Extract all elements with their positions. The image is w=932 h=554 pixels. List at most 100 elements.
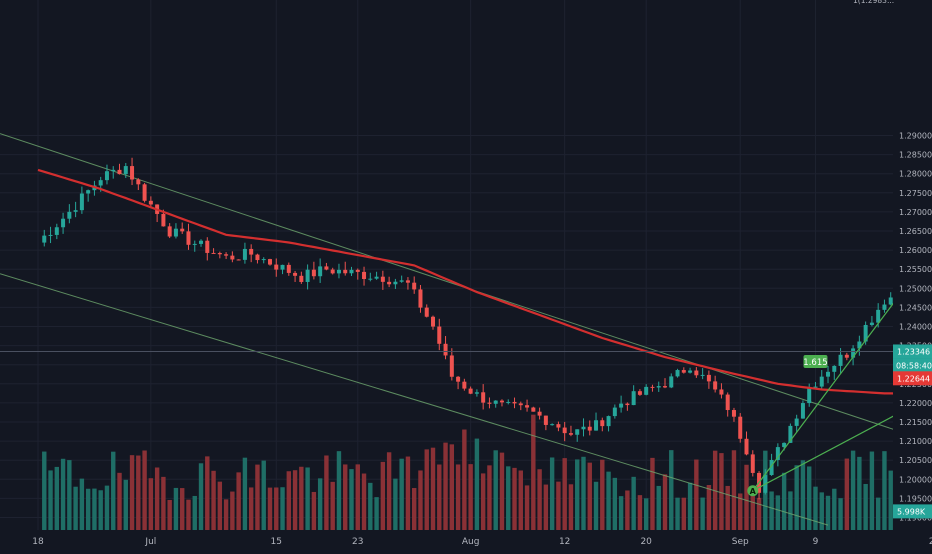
price-axis-badges: 1.23346 08:58:40 1.22644 5.998K	[893, 344, 932, 519]
candle-body	[706, 374, 711, 382]
candle-body	[656, 386, 661, 388]
candle-body	[48, 234, 53, 236]
volume-bar	[474, 438, 480, 530]
volume-bar	[869, 451, 875, 530]
price-axis[interactable]: 1.190001.195001.200001.205001.210001.215…	[853, 0, 932, 550]
candle-body	[581, 426, 586, 430]
volume-bar	[54, 466, 60, 530]
candle-body	[719, 389, 724, 395]
candle-body	[637, 391, 642, 395]
pattern-point-a[interactable]	[747, 485, 759, 497]
candle-body	[731, 410, 736, 417]
volume-bar	[412, 488, 417, 530]
candlesticks	[42, 157, 931, 500]
candle-body	[192, 243, 197, 245]
volume-bar	[192, 495, 197, 530]
countdown-badge: 08:58:40	[896, 361, 932, 370]
volume-badge-bg	[893, 504, 932, 519]
volume-bar	[305, 467, 310, 530]
candle-body	[311, 269, 316, 277]
time-tick-label: 20	[640, 537, 652, 547]
volume-bar	[656, 485, 661, 530]
volume-bar	[154, 467, 160, 530]
candle-body	[537, 411, 542, 416]
candle-body	[211, 252, 216, 254]
candle-body	[98, 180, 103, 186]
candle-body	[199, 240, 204, 244]
volume-bar	[838, 498, 843, 530]
volume-bar	[675, 497, 680, 530]
volume-bar	[405, 456, 411, 530]
volume-bar	[136, 455, 141, 530]
price-tick-label: 1.21000	[899, 437, 932, 446]
volume-bar	[386, 452, 392, 530]
volume-bar	[593, 481, 599, 530]
volume-bar	[167, 499, 172, 530]
candle-body	[374, 276, 379, 279]
candle-body	[274, 264, 279, 270]
candle-body	[412, 282, 417, 290]
candle-body	[167, 226, 172, 237]
candle-body	[230, 255, 235, 260]
time-axis-bg	[0, 530, 932, 550]
volume-bar	[85, 488, 91, 530]
candle-body	[42, 235, 47, 243]
candle-body	[644, 386, 649, 395]
candle-body	[67, 211, 72, 219]
volume-bar	[825, 495, 831, 530]
volume-bar	[242, 457, 248, 530]
candle-body	[568, 433, 573, 435]
volume-bar	[60, 458, 66, 530]
candle-body	[449, 355, 454, 377]
volume-bar	[618, 496, 624, 530]
candle-body	[556, 424, 561, 428]
volume-bar	[104, 485, 110, 530]
time-tick-label: 12	[559, 537, 570, 547]
volume-bar	[98, 490, 103, 530]
candle-body	[832, 365, 837, 372]
volume-bar	[161, 476, 166, 530]
candle-body	[387, 281, 392, 285]
candle-body	[399, 280, 404, 282]
candle-body	[782, 442, 787, 448]
price-tick-label: 1.19500	[899, 494, 932, 503]
volume-bar	[750, 487, 755, 530]
volume-bar	[186, 499, 191, 530]
time-axis[interactable]: 18Jul1523Aug1220Sep923Oct1422	[0, 530, 932, 550]
price-tick-label: 1.29000	[899, 132, 932, 141]
volume-bar	[662, 474, 668, 530]
volume-bar	[223, 499, 229, 530]
volume-bar	[487, 465, 492, 530]
descending-trendline-upper[interactable]	[0, 133, 932, 516]
candle-body	[474, 392, 479, 394]
ratio-label: 1.615	[803, 358, 827, 368]
candle-body	[130, 166, 135, 180]
price-tick-label: 1.22000	[899, 399, 932, 408]
candle-body	[493, 400, 498, 404]
volume-bar	[788, 491, 793, 530]
descending-trendline-lower[interactable]	[0, 273, 829, 526]
volume-bar	[875, 497, 881, 530]
price-tick-label: 1.25500	[899, 265, 932, 274]
candle-body	[663, 386, 667, 388]
candle-body	[600, 420, 605, 427]
candle-body	[506, 401, 511, 403]
trend-lines[interactable]	[0, 133, 932, 526]
volume-bar	[142, 450, 147, 530]
volume-bar	[581, 456, 586, 530]
candle-body	[73, 210, 78, 212]
volume-bar	[48, 470, 53, 530]
candle-body	[562, 427, 567, 434]
candle-body	[876, 309, 881, 323]
candle-body	[318, 266, 323, 277]
volume-bar	[612, 477, 618, 530]
volume-bar	[524, 485, 530, 530]
volume-bar	[800, 460, 806, 530]
candle-body	[54, 227, 59, 235]
volume-bar	[694, 459, 699, 530]
time-tick-label: Sep	[732, 537, 749, 547]
candle-body	[713, 381, 718, 390]
volume-bar	[355, 464, 360, 530]
